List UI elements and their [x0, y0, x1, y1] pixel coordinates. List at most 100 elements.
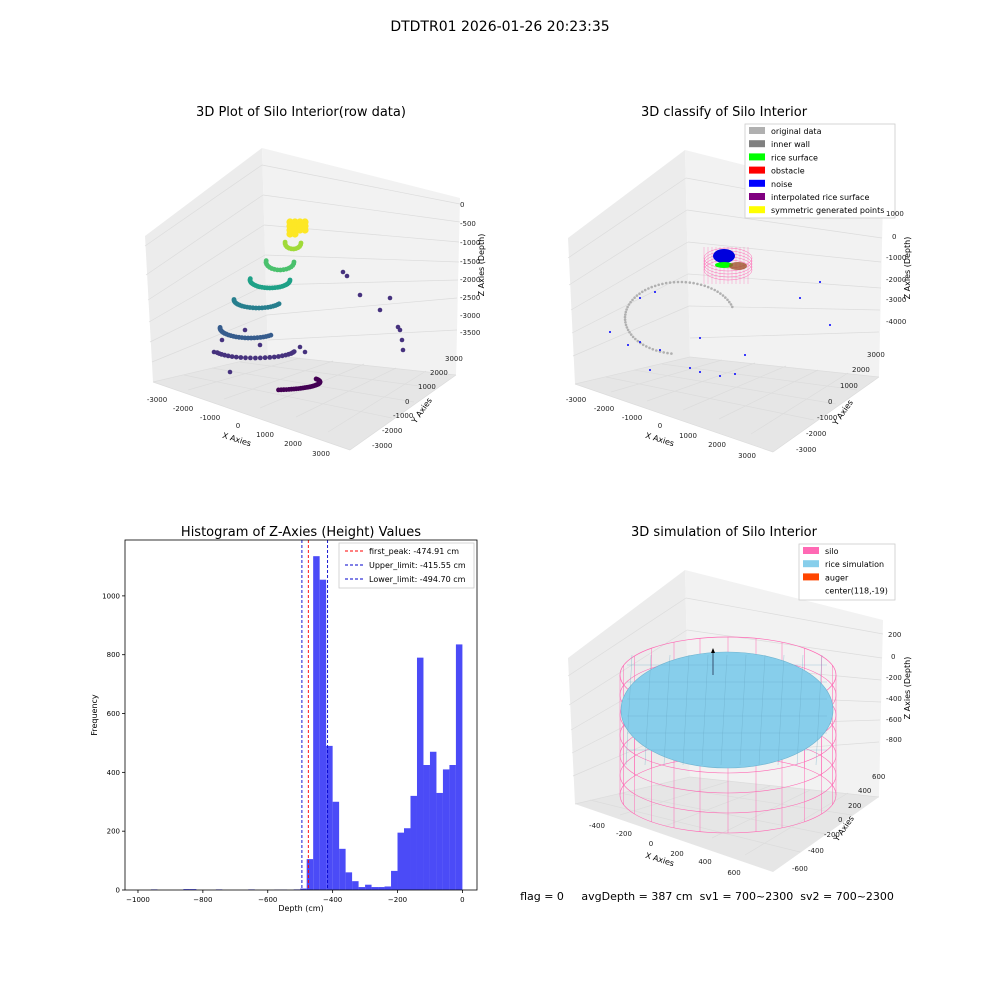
classify-point-original [662, 351, 665, 354]
classify-point-original [653, 284, 657, 288]
simulation-3d-ztick: -600 [886, 716, 902, 724]
histogram-bar [371, 887, 379, 890]
classify-point-original [628, 331, 631, 334]
classify-point-original [664, 281, 668, 285]
raw-3d-axes [144, 148, 461, 451]
histogram-bar [410, 795, 417, 890]
histogram-xtick-label: −600 [258, 896, 277, 904]
classify-point-original [731, 305, 734, 309]
raw-point [377, 307, 383, 313]
histogram-bar [183, 889, 190, 890]
classify-point-noise [609, 331, 611, 333]
rice-mesh-line [644, 654, 652, 766]
raw-point [253, 355, 258, 361]
histogram-bar [449, 765, 456, 890]
classify-point-original [650, 285, 653, 289]
histogram-bar [326, 745, 333, 890]
histogram-ylabel: Frequency [90, 694, 99, 736]
classify-legend-swatch [749, 179, 765, 187]
classify-3d-ytick: -3000 [796, 446, 816, 454]
raw-point [247, 276, 253, 282]
classify-point-original [626, 328, 630, 332]
classify-3d-ytick: 1000 [840, 382, 858, 390]
classify-rice-surface [715, 262, 733, 268]
simulation-3d-ztick: 0 [891, 653, 895, 661]
classify-point-original [661, 282, 664, 286]
rice-mesh-line [777, 654, 785, 766]
simulation-3d-ytick: -200 [824, 831, 840, 839]
raw-3d-ztick: -2500 [460, 294, 480, 302]
classify-point-original [676, 280, 680, 284]
raw-3d-points [211, 218, 406, 393]
raw-3d-ztick: -500 [460, 220, 476, 228]
classify-point-original [724, 296, 727, 299]
panel-raw-3d: 3D Plot of Silo Interior(row data) [144, 105, 486, 458]
simulation-3d-ytick: 0 [838, 816, 842, 824]
simulation-legend-label: rice simulation [825, 560, 884, 569]
classify-point-original [641, 290, 644, 294]
raw-point [395, 324, 401, 330]
classify-3d-xtick: -2000 [594, 405, 614, 413]
panel-classify-3d: 3D classify of Silo Interior [566, 105, 912, 460]
classify-point-original [648, 346, 651, 350]
classify-legend-label: inner wall [771, 140, 810, 149]
classify-point-original [692, 281, 695, 285]
simulation-3d-legend: silo rice simulation auger center(118,-19) [798, 543, 896, 601]
simulation-3d-xtick: 200 [670, 850, 683, 858]
classify-3d-ytick: -2000 [806, 430, 826, 438]
classify-3d-xtick: 1000 [679, 432, 697, 440]
classify-point-original [713, 288, 716, 292]
raw-3d-xtick: -1000 [200, 414, 220, 422]
figure-suptitle: DTDTR01 2026-01-26 20:23:35 [390, 19, 609, 35]
classify-point-original [623, 315, 627, 319]
raw-point [276, 354, 281, 359]
raw-point [271, 354, 277, 360]
raw-point [242, 327, 248, 333]
classify-point-original [629, 333, 633, 336]
raw-point [296, 226, 304, 234]
histogram-bar [404, 828, 411, 890]
histogram-legend-label: first_peak: -474.91 cm [369, 547, 459, 556]
histogram-bar [423, 765, 430, 890]
histogram-xtick-label: −200 [388, 896, 407, 904]
histogram-legend-box [338, 542, 475, 589]
raw-3d-ytick: -3000 [372, 442, 392, 450]
classify-point-noise [819, 281, 821, 283]
raw-3d-ztick: 0 [460, 201, 464, 209]
histogram-bar [189, 889, 197, 890]
classify-point-original [626, 305, 629, 309]
classify-3d-xlabel: X Axies [644, 431, 675, 448]
raw-point [340, 269, 346, 275]
classify-point-noise [829, 324, 831, 326]
classify-3d-xtick: -1000 [622, 414, 642, 422]
simulation-3d-ztick: -200 [886, 674, 902, 682]
histogram-bar [339, 848, 346, 890]
histogram-ytick-label: 400 [107, 769, 120, 777]
classify-point-original [636, 339, 640, 343]
classify-point-original [624, 310, 628, 314]
classify-3d-ztick: -4000 [886, 318, 906, 326]
classify-point-noise [744, 354, 746, 356]
simulation-3d-pane-floor [575, 777, 879, 872]
classify-3d-points [609, 247, 831, 377]
histogram-bar [436, 792, 443, 890]
histogram-bar [345, 872, 353, 890]
classify-point-original [688, 281, 692, 284]
rice-mesh-line [796, 654, 804, 766]
raw-3d-title: 3D Plot of Silo Interior(row data) [196, 105, 406, 120]
histogram-ytick-label: 1000 [102, 592, 120, 600]
classify-point-original [684, 280, 688, 284]
histogram-bar [384, 886, 392, 890]
raw-3d-ytick: -2000 [382, 427, 402, 435]
classify-legend-swatch [749, 153, 765, 161]
histogram-xticks: −1000 −800 −600 −400 −200 0 [126, 890, 465, 904]
panel-simulation-3d: 3D simulation of Silo Interior si [567, 525, 912, 877]
histogram-bar [313, 556, 320, 890]
classify-point-original [668, 281, 672, 284]
classify-point-original [625, 308, 628, 311]
simulation-3d-xtick: -400 [589, 822, 605, 830]
classify-3d-ztick: -1000 [886, 254, 906, 262]
rice-mesh-line [663, 654, 671, 766]
histogram-bar [416, 657, 424, 890]
classify-point-original [627, 303, 631, 306]
